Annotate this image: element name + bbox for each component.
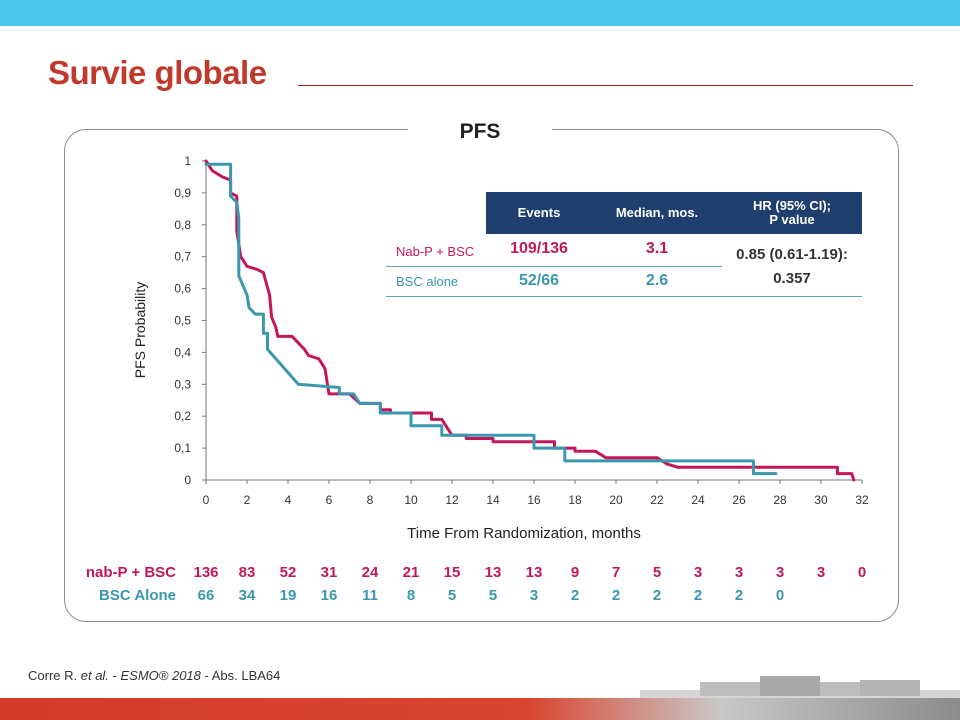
series-line-bsc bbox=[204, 162, 778, 476]
risk-number-nab: 3 bbox=[693, 564, 703, 581]
risk-number-nab: 3 bbox=[734, 564, 744, 581]
y-tick-label: 0,4 bbox=[174, 345, 191, 359]
x-tick-label: 24 bbox=[691, 493, 705, 507]
panel-label-background bbox=[408, 118, 552, 144]
y-tick-label: 0,2 bbox=[174, 409, 191, 423]
x-tick-label: 0 bbox=[203, 493, 210, 507]
risk-number-bsc: 66 bbox=[197, 587, 215, 604]
risk-number-nab: 5 bbox=[652, 564, 662, 581]
x-tick-label: 28 bbox=[773, 493, 787, 507]
risk-number-nab: 9 bbox=[570, 564, 580, 581]
y-axis-label: PFS Probability bbox=[132, 282, 148, 378]
footnote-etal: et al. bbox=[80, 668, 109, 683]
y-tick-label: 0,6 bbox=[174, 282, 191, 296]
risk-number-nab: 136 bbox=[193, 564, 219, 581]
risk-number-bsc: 2 bbox=[693, 587, 703, 604]
risk-number-bsc: 3 bbox=[529, 587, 539, 604]
top-banner bbox=[0, 0, 960, 26]
risk-number-bsc: 0 bbox=[775, 587, 785, 604]
risk-number-bsc: 19 bbox=[279, 587, 297, 604]
table-bottom-divider bbox=[386, 296, 862, 297]
table-header-median: Median, mos. bbox=[592, 192, 722, 234]
risk-number-nab: 24 bbox=[361, 564, 379, 581]
x-tick-label: 8 bbox=[367, 493, 374, 507]
risk-number-nab: 7 bbox=[611, 564, 621, 581]
y-tick-label: 1 bbox=[184, 154, 191, 168]
hr-ci: 0.85 (0.61-1.19): bbox=[736, 246, 848, 263]
risk-number-nab: 13 bbox=[525, 564, 543, 581]
table-header-hr: HR (95% CI); P value bbox=[722, 192, 862, 234]
x-tick-label: 16 bbox=[527, 493, 541, 507]
table-median-bsc: 2.6 bbox=[645, 272, 669, 289]
table-row-label-bsc: BSC alone bbox=[396, 274, 459, 289]
bottom-banner bbox=[0, 698, 960, 720]
risk-number-bsc: 2 bbox=[652, 587, 662, 604]
risk-number-nab: 31 bbox=[320, 564, 338, 581]
y-tick-label: 0 bbox=[184, 473, 191, 487]
risk-label-bsc: BSC Alone bbox=[99, 587, 176, 604]
table-median-nab: 3.1 bbox=[645, 240, 669, 257]
x-tick-label: 4 bbox=[285, 493, 292, 507]
x-tick-label: 22 bbox=[650, 493, 664, 507]
risk-number-bsc: 34 bbox=[238, 587, 256, 604]
risk-number-bsc: 16 bbox=[320, 587, 338, 604]
table-hr-value: 0.85 (0.61-1.19): 0.357 bbox=[722, 243, 862, 291]
risk-number-bsc: 2 bbox=[570, 587, 580, 604]
footnote-author: Corre R. bbox=[28, 668, 81, 683]
x-axis-label: Time From Randomization, months bbox=[407, 525, 641, 542]
x-tick-label: 20 bbox=[609, 493, 623, 507]
series-line-nab bbox=[204, 159, 856, 482]
x-tick-label: 10 bbox=[404, 493, 418, 507]
y-tick-label: 0,7 bbox=[174, 250, 191, 264]
footnote-abstract: - Abs. LBA64 bbox=[200, 668, 281, 683]
table-header-events: Events bbox=[486, 192, 592, 234]
y-tick-label: 0,3 bbox=[174, 377, 191, 391]
x-tick-label: 6 bbox=[326, 493, 333, 507]
risk-number-nab: 3 bbox=[775, 564, 785, 581]
y-tick-label: 0,9 bbox=[174, 186, 191, 200]
risk-label-nab: nab-P + BSC bbox=[85, 564, 176, 581]
x-tick-label: 26 bbox=[732, 493, 746, 507]
x-tick-label: 12 bbox=[445, 493, 459, 507]
y-tick-label: 0,5 bbox=[174, 314, 191, 328]
risk-number-bsc: 11 bbox=[362, 587, 378, 604]
risk-number-nab: 83 bbox=[238, 564, 256, 581]
x-tick-label: 14 bbox=[486, 493, 500, 507]
table-events-bsc: 52/66 bbox=[518, 272, 560, 289]
risk-number-nab: 13 bbox=[484, 564, 502, 581]
footnote-sep: - bbox=[108, 668, 121, 683]
risk-number-nab: 0 bbox=[857, 564, 867, 581]
footnote: Corre R. et al. - ESMO® 2018 - Abs. LBA6… bbox=[28, 668, 280, 683]
x-tick-label: 18 bbox=[568, 493, 582, 507]
y-tick-label: 0,1 bbox=[174, 441, 191, 455]
table-row-label-nab: Nab-P + BSC bbox=[396, 244, 475, 259]
risk-number-bsc: 8 bbox=[406, 587, 416, 604]
title-divider bbox=[298, 85, 913, 86]
risk-number-bsc: 5 bbox=[488, 587, 498, 604]
risk-number-nab: 15 bbox=[443, 564, 461, 581]
risk-number-nab: 52 bbox=[279, 564, 297, 581]
y-tick-label: 0,8 bbox=[174, 218, 191, 232]
x-tick-label: 2 bbox=[244, 493, 251, 507]
risk-number-nab: 3 bbox=[816, 564, 826, 581]
risk-number-bsc: 2 bbox=[611, 587, 621, 604]
risk-number-bsc: 5 bbox=[447, 587, 457, 604]
x-tick-label: 30 bbox=[814, 493, 828, 507]
x-tick-label: 32 bbox=[855, 493, 869, 507]
table-events-nab: 109/136 bbox=[510, 240, 568, 257]
risk-number-nab: 21 bbox=[402, 564, 420, 581]
risk-number-bsc: 2 bbox=[734, 587, 744, 604]
table-row-divider bbox=[386, 266, 722, 267]
footnote-journal: ESMO® 2018 bbox=[120, 668, 201, 683]
hr-pvalue: 0.357 bbox=[773, 270, 811, 287]
panel-label: PFS bbox=[459, 120, 501, 143]
page-title: Survie globale bbox=[48, 54, 267, 91]
